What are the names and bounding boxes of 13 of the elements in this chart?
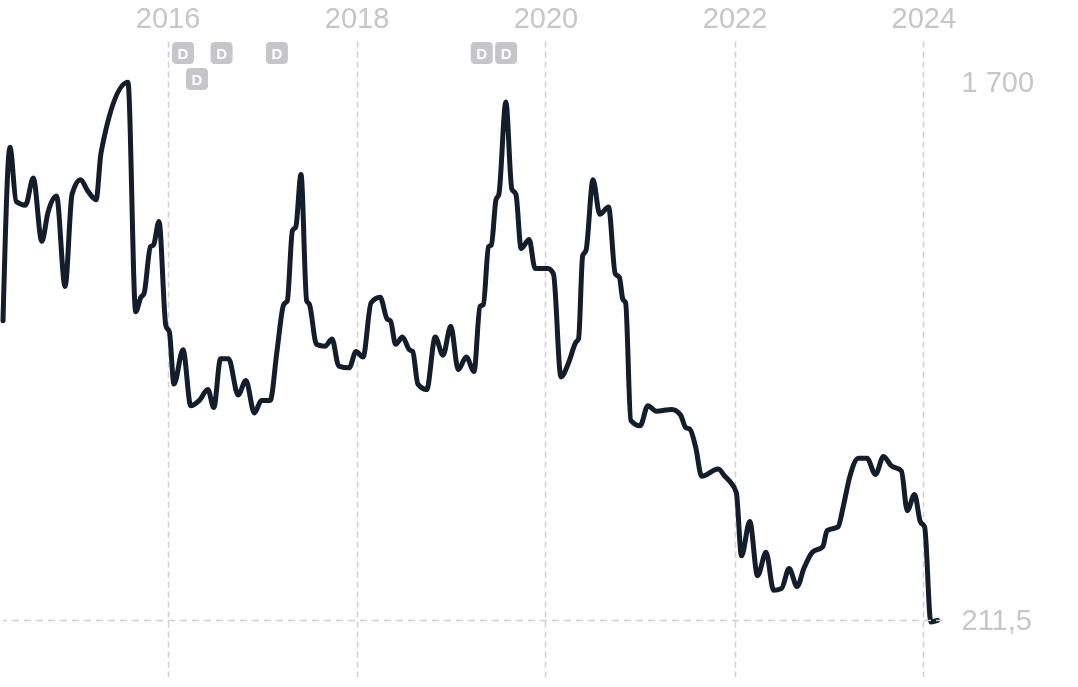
annotation: D	[191, 71, 203, 88]
x-tick-label: 2022	[702, 1, 768, 34]
y-tick-label: 211,5	[961, 603, 1032, 636]
annotation: D	[271, 45, 283, 62]
y-tick-label: 1 700	[961, 65, 1035, 98]
x-tick-label: 2024	[891, 1, 957, 34]
annotation: D	[476, 45, 488, 62]
x-tick-label: 2020	[513, 1, 579, 34]
annotation: D	[500, 45, 512, 62]
x-tick-label: 2016	[135, 1, 201, 34]
x-tick-label: 2018	[324, 1, 390, 34]
annotation: D	[216, 45, 228, 62]
annotation: D	[177, 45, 189, 62]
